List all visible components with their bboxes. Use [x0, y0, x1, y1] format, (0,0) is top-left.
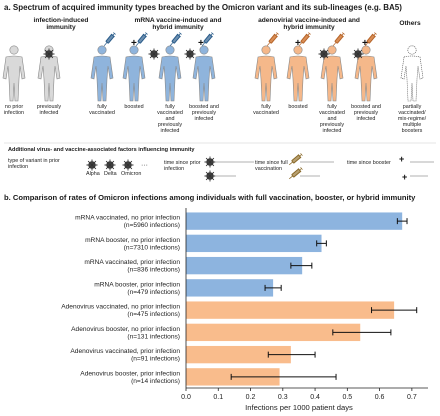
booster-plus-icon: +	[198, 38, 204, 49]
variant-alpha: Alpha	[86, 171, 100, 177]
virus-icon	[184, 48, 196, 60]
figure-label: previously infected	[36, 104, 62, 116]
virus-icon	[43, 48, 55, 60]
person-figure-icon	[400, 45, 424, 102]
figure-label: fully vaccinated	[89, 104, 115, 116]
category-label: Adenovirus booster, prior infection (n=14…	[80, 370, 180, 385]
person-figure-icon	[2, 45, 26, 102]
person-figure-icon	[122, 45, 146, 102]
virus-icon	[352, 48, 364, 60]
booster-plus-icon: +	[295, 38, 301, 49]
figure-label: boosted and previously infected	[189, 104, 219, 122]
group-title-mrna: mRNA vaccine-induced and hybrid immunity	[134, 17, 222, 32]
x-tick-label: 0.2	[246, 394, 256, 401]
figure-label: fully vaccinated and previously infected	[157, 104, 183, 134]
category-label: mRNA vaccinated, prior infection (n=836 i…	[84, 259, 180, 274]
infection-rate-bar-chart: mRNA vaccinated, no prior infection (n=59…	[61, 208, 428, 412]
x-tick-label: 0.7	[407, 394, 417, 401]
bar	[186, 323, 361, 342]
time-since-infection-label: time since prior infection	[164, 160, 201, 172]
x-tick-label: 0.3	[278, 394, 288, 401]
omicron-virus-icon	[122, 159, 134, 171]
x-axis-label: Infections per 1000 patient days	[245, 403, 353, 412]
time-since-booster-label: time since booster	[347, 160, 391, 166]
virus-icon	[204, 170, 216, 182]
bar	[186, 234, 322, 253]
category-label: mRNA booster, prior infection (n=479 infe…	[94, 281, 180, 296]
x-tick-label: 0.0	[181, 394, 191, 401]
panel-a-title: a. Spectrum of acquired immunity types b…	[4, 3, 402, 12]
x-tick-label: 0.6	[375, 394, 385, 401]
figure-label: no prior infection	[3, 104, 25, 116]
figure-label: fully vaccinated	[253, 104, 279, 116]
booster-plus-icon: +	[362, 38, 368, 49]
category-label: mRNA vaccinated, no prior infection (n=59…	[75, 215, 180, 230]
person-figure-icon	[192, 45, 216, 102]
category-label: Adenovirus vaccinated, no prior infectio…	[61, 304, 180, 319]
bar	[186, 279, 274, 297]
booster-plus-icon: +	[399, 154, 404, 164]
figure-label: partially vaccinated/ mix-regime/ multip…	[397, 104, 427, 134]
figure-label: boosted	[124, 104, 144, 110]
virus-icon	[204, 156, 216, 168]
bar	[186, 212, 403, 230]
bar	[186, 256, 303, 275]
more-variants-dots: ···	[141, 162, 148, 169]
x-tick-label: 0.4	[310, 394, 320, 401]
booster-plus-icon: +	[402, 172, 407, 182]
person-figure-icon	[90, 45, 114, 102]
additional-factors-title: Additional virus- and vaccine-associated…	[8, 147, 195, 153]
person-figure-icon	[158, 45, 182, 102]
variant-delta: Delta	[104, 171, 117, 177]
syringe-icon	[330, 31, 346, 48]
alpha-virus-icon	[86, 159, 98, 171]
virus-icon	[148, 48, 160, 60]
person-figure-icon	[254, 45, 278, 102]
time-since-vaccination-label: time since full vaccination	[255, 160, 288, 172]
bar	[186, 345, 291, 364]
panel-b-title: b. Comparison of rates of Omicron infect…	[4, 193, 416, 202]
group-title-others: Others	[399, 20, 421, 27]
syringe-icon	[264, 31, 280, 48]
booster-plus-icon: +	[131, 38, 137, 49]
group-title-infection: infection-induced immunity	[33, 17, 89, 32]
virus-icon	[318, 48, 330, 60]
category-label: Adenovirus booster, no prior infection (n…	[71, 326, 180, 341]
figure-label: boosted and previously infected	[351, 104, 381, 122]
person-figure-icon	[286, 45, 310, 102]
category-label: mRNA booster, no prior infection (n=7310 …	[85, 237, 180, 252]
x-tick-label: 0.5	[342, 394, 352, 401]
figure-label: fully vaccinated and previously infected	[319, 104, 345, 134]
variant-type-label: type of variant in prior infection	[8, 158, 60, 170]
variant-omicron: Omicron	[121, 171, 142, 177]
delta-virus-icon	[104, 159, 116, 171]
bar	[186, 301, 395, 319]
syringe-icon	[167, 31, 183, 48]
figure-label: boosted	[288, 104, 308, 110]
category-label: Adenovirus vaccinated, prior infection (n…	[70, 348, 180, 363]
x-tick-label: 0.1	[213, 394, 223, 401]
group-title-adeno: adenovirial vaccine-induced and hybrid i…	[258, 17, 360, 32]
syringe-icon	[101, 31, 117, 48]
